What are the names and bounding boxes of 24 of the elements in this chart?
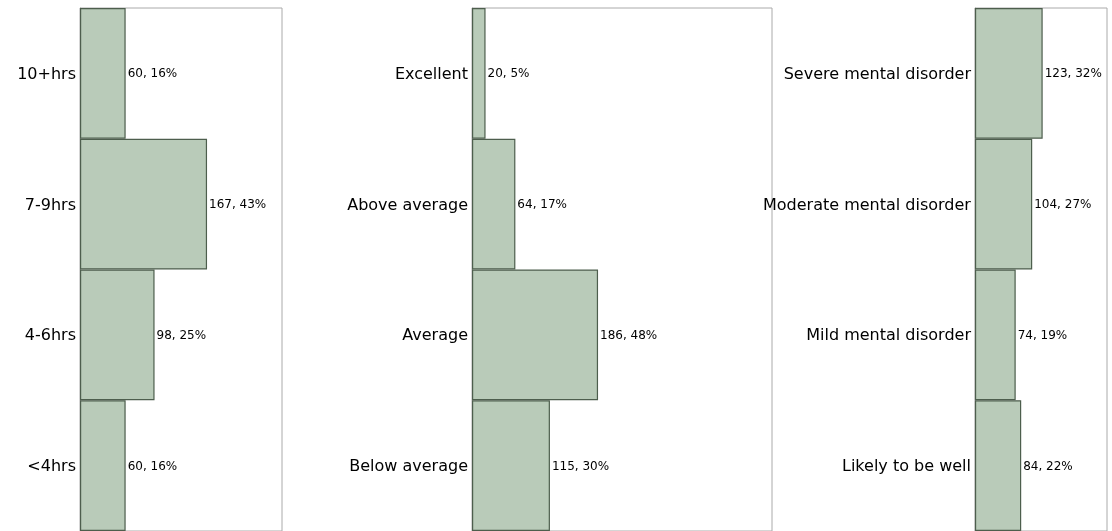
data-label: 74, 19% — [1017, 327, 1068, 342]
y-tick-label: Excellent — [394, 63, 468, 83]
y-tick-label: 4-6hrs — [24, 325, 76, 345]
data-label: 186, 48% — [600, 327, 658, 342]
y-tick-label: Average — [402, 325, 468, 345]
data-label: 115, 30% — [551, 458, 610, 473]
data-label: 60, 16% — [127, 458, 178, 473]
data-label: 123, 32% — [1044, 66, 1102, 81]
y-tick-label: Moderate mental disorder — [762, 194, 972, 214]
y-tick-label: Mild mental disorder — [806, 325, 972, 345]
data-label: 20, 5% — [487, 66, 530, 81]
y-tick-label: <4hrs — [27, 456, 76, 476]
y-tick-label: Above average — [347, 194, 468, 214]
data-label: 60, 16% — [127, 66, 178, 81]
y-tick-label: Below average — [349, 456, 468, 476]
data-label: 84, 22% — [1023, 458, 1073, 473]
data-label: 104, 27% — [1034, 197, 1092, 212]
y-tick-label: Likely to be well — [842, 456, 971, 476]
data-label: 167, 43% — [209, 197, 267, 212]
data-label: 98, 25% — [156, 327, 207, 342]
data-label: 64, 17% — [517, 197, 567, 212]
y-tick-label: 10+hrs — [17, 63, 76, 83]
y-tick-label: Severe mental disorder — [783, 63, 972, 83]
y-tick-label: 7-9hrs — [24, 194, 76, 214]
